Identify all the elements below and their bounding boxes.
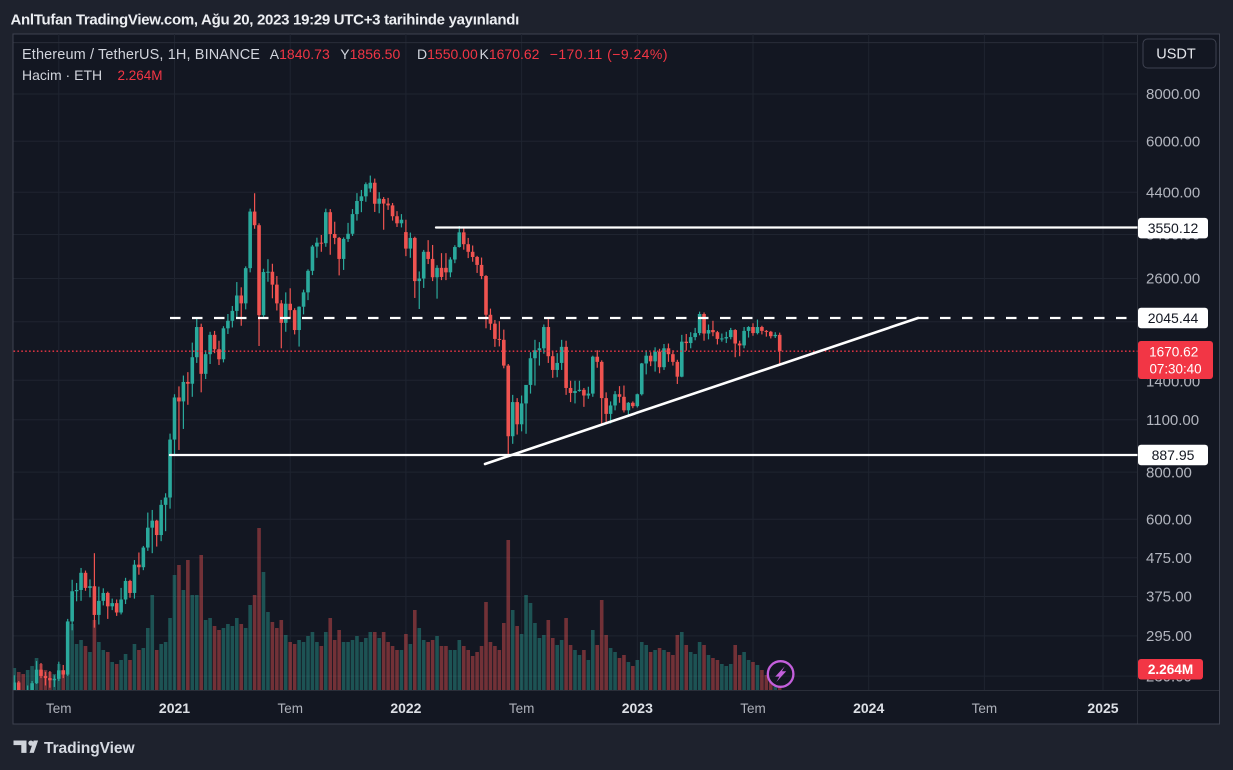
svg-text:2.264M: 2.264M — [1148, 662, 1193, 677]
svg-text:2.264M: 2.264M — [118, 68, 163, 83]
svg-text:TradingView: TradingView — [44, 740, 135, 757]
svg-text:295.00: 295.00 — [1146, 628, 1192, 645]
svg-text:Y1856.50: Y1856.50 — [340, 46, 400, 62]
svg-text:8000.00: 8000.00 — [1146, 86, 1200, 103]
svg-text:K1670.62: K1670.62 — [480, 46, 540, 62]
svg-text:Hacim · ETH: Hacim · ETH — [22, 67, 102, 83]
svg-text:2022: 2022 — [390, 700, 421, 716]
svg-text:2024: 2024 — [853, 700, 884, 716]
svg-text:07:30:40: 07:30:40 — [1149, 362, 1201, 377]
svg-text:6000.00: 6000.00 — [1146, 134, 1200, 151]
svg-text:Tem: Tem — [740, 701, 766, 716]
svg-text:Tem: Tem — [509, 701, 535, 716]
svg-text:600.00: 600.00 — [1146, 512, 1192, 529]
svg-text:Ethereum / TetherUS, 1H, BINAN: Ethereum / TetherUS, 1H, BINANCE — [22, 47, 260, 63]
svg-text:1670.62: 1670.62 — [1149, 345, 1198, 360]
svg-text:2023: 2023 — [622, 700, 653, 716]
svg-text:2600.00: 2600.00 — [1146, 271, 1200, 288]
svg-text:887.95: 887.95 — [1152, 447, 1195, 463]
svg-text:3550.12: 3550.12 — [1148, 220, 1199, 236]
svg-text:2045.44: 2045.44 — [1148, 310, 1199, 326]
svg-text:1100.00: 1100.00 — [1146, 412, 1199, 429]
svg-text:A1840.73: A1840.73 — [270, 46, 330, 62]
svg-text:Tem: Tem — [972, 701, 998, 716]
svg-text:Tem: Tem — [46, 701, 72, 716]
svg-text:USDT: USDT — [1156, 47, 1196, 63]
svg-text:2025: 2025 — [1087, 700, 1118, 716]
svg-text:475.00: 475.00 — [1146, 550, 1192, 567]
svg-text:375.00: 375.00 — [1146, 589, 1192, 606]
svg-text:800.00: 800.00 — [1146, 464, 1192, 481]
svg-text:−170.11 (−9.24%): −170.11 (−9.24%) — [550, 46, 668, 62]
svg-text:2021: 2021 — [159, 700, 190, 716]
svg-text:D1550.00: D1550.00 — [417, 46, 478, 62]
svg-text:Tem: Tem — [277, 701, 303, 716]
svg-text:4400.00: 4400.00 — [1146, 185, 1200, 202]
svg-text:AnlTufan TradingView.com, Ağu: AnlTufan TradingView.com, Ağu 20, 2023 1… — [11, 11, 520, 28]
